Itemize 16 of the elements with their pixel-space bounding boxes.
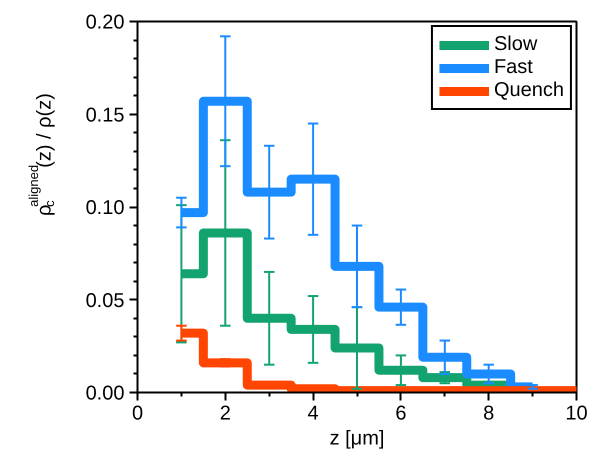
x-tick-label: 2 xyxy=(220,402,231,424)
y-axis-title: ρcaligned(z) / ρ(z) xyxy=(26,93,57,216)
x-tick-label: 6 xyxy=(395,402,406,424)
legend-label: Fast xyxy=(494,56,533,79)
y-tick-label: 0.15 xyxy=(86,104,125,126)
y-tick-label: 0.05 xyxy=(86,290,125,312)
legend-label: Quench xyxy=(494,79,564,102)
x-tick-label: 8 xyxy=(483,402,494,424)
legend-label: Slow xyxy=(494,33,538,56)
x-tick-label: 0 xyxy=(132,402,144,424)
x-tick-label: 10 xyxy=(565,402,588,424)
y-tick-label: 0.10 xyxy=(86,197,125,219)
y-tick-label: 0.00 xyxy=(86,382,125,404)
y-tick-label: 0.20 xyxy=(86,12,125,34)
x-tick-label: 4 xyxy=(308,402,319,424)
x-axis-title: z [μm] xyxy=(330,428,384,450)
